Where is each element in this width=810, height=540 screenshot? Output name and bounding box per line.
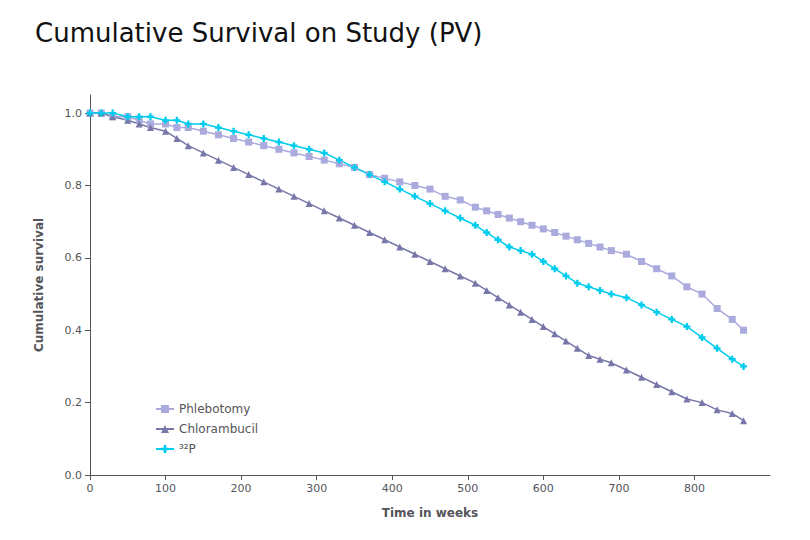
svg-text:0.4: 0.4 — [65, 324, 83, 337]
svg-text:0.6: 0.6 — [65, 251, 83, 264]
svg-text:1.0: 1.0 — [65, 107, 83, 120]
svg-text:600: 600 — [533, 482, 554, 495]
svg-text:Cumulative Survival on Study (: Cumulative Survival on Study (PV) — [35, 18, 482, 48]
svg-text:0.2: 0.2 — [65, 396, 83, 409]
svg-text:500: 500 — [457, 482, 478, 495]
svg-text:100: 100 — [155, 482, 176, 495]
svg-text:0.8: 0.8 — [65, 179, 83, 192]
svg-text:700: 700 — [608, 482, 629, 495]
svg-text:Time in weeks: Time in weeks — [382, 506, 478, 520]
svg-text:400: 400 — [382, 482, 403, 495]
svg-text:³²P: ³²P — [179, 442, 196, 456]
svg-text:0: 0 — [87, 482, 94, 495]
svg-text:200: 200 — [231, 482, 252, 495]
svg-text:800: 800 — [684, 482, 705, 495]
svg-text:Chlorambucil: Chlorambucil — [179, 422, 258, 436]
svg-text:Cumulative survival: Cumulative survival — [32, 218, 46, 352]
svg-text:0.0: 0.0 — [65, 469, 83, 482]
svg-text:Phlebotomy: Phlebotomy — [179, 402, 250, 416]
svg-text:300: 300 — [306, 482, 327, 495]
